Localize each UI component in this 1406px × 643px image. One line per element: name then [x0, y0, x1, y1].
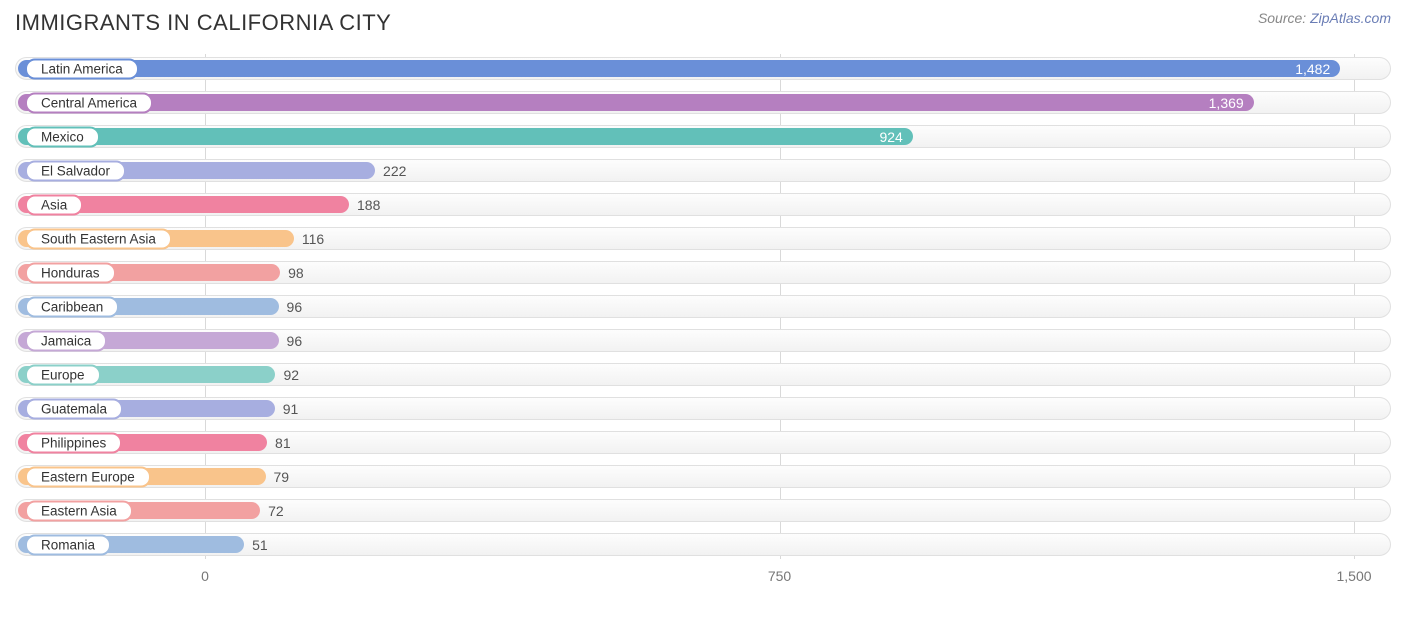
bar-row: South Eastern Asia 116 [15, 224, 1391, 253]
bar-category-label: Asia [25, 194, 83, 215]
bar-category-label: Philippines [25, 432, 122, 453]
bar-value-label: 116 [302, 231, 324, 247]
bar-category-label: Caribbean [25, 296, 119, 317]
bar-category-label: Latin America [25, 58, 139, 79]
x-axis-tick: 750 [768, 568, 791, 584]
bar-row: Romania 51 [15, 530, 1391, 559]
bar-category-label: Guatemala [25, 398, 123, 419]
bar-category-label: Central America [25, 92, 153, 113]
bar-row: Mexico 924 [15, 122, 1391, 151]
source-prefix: Source: [1258, 10, 1310, 26]
bar-fill [18, 128, 913, 145]
bar-value-label: 91 [283, 401, 299, 417]
chart-area: Latin America 1,482 Central America 1,369 Me… [15, 54, 1391, 588]
chart-header: IMMIGRANTS IN CALIFORNIA CITY Source: Zi… [15, 10, 1391, 36]
bar-value-label: 96 [287, 299, 303, 315]
bar-row: Jamaica 96 [15, 326, 1391, 355]
bar-value-label: 222 [383, 163, 406, 179]
x-axis-tick: 1,500 [1337, 568, 1372, 584]
bar-category-label: Eastern Europe [25, 466, 151, 487]
bar-category-label: Mexico [25, 126, 100, 147]
bar-row: Latin America 1,482 [15, 54, 1391, 83]
bar-value-label: 924 [879, 129, 902, 145]
bar-category-label: Honduras [25, 262, 116, 283]
bar-category-label: South Eastern Asia [25, 228, 172, 249]
bar-row: Eastern Europe 79 [15, 462, 1391, 491]
bar-row: El Salvador 222 [15, 156, 1391, 185]
bar-value-label: 92 [283, 367, 299, 383]
bar-value-label: 1,369 [1209, 95, 1244, 111]
bar-row: Philippines 81 [15, 428, 1391, 457]
bar-row: Eastern Asia 72 [15, 496, 1391, 525]
bar-category-label: Jamaica [25, 330, 107, 351]
bar-value-label: 79 [274, 469, 290, 485]
bar-row: Europe 92 [15, 360, 1391, 389]
chart-source: Source: ZipAtlas.com [1258, 10, 1391, 26]
x-axis: 0 750 1,500 [15, 564, 1391, 588]
chart-title: IMMIGRANTS IN CALIFORNIA CITY [15, 10, 391, 36]
bar-row: Honduras 98 [15, 258, 1391, 287]
bar-row: Guatemala 91 [15, 394, 1391, 423]
bar-row: Central America 1,369 [15, 88, 1391, 117]
bar-row: Caribbean 96 [15, 292, 1391, 321]
bar-value-label: 188 [357, 197, 380, 213]
bar-value-label: 81 [275, 435, 291, 451]
bar-value-label: 51 [252, 537, 268, 553]
bar-value-label: 1,482 [1295, 61, 1330, 77]
bar-category-label: Eastern Asia [25, 500, 133, 521]
bar-value-label: 72 [268, 503, 284, 519]
bar-value-label: 96 [287, 333, 303, 349]
bar-fill [18, 94, 1254, 111]
x-axis-tick: 0 [201, 568, 209, 584]
bar-fill [18, 60, 1340, 77]
bar-category-label: El Salvador [25, 160, 126, 181]
chart-plot: Latin America 1,482 Central America 1,369 Me… [15, 54, 1391, 559]
bar-value-label: 98 [288, 265, 304, 281]
bar-category-label: Europe [25, 364, 101, 385]
bar-category-label: Romania [25, 534, 111, 555]
source-link[interactable]: ZipAtlas.com [1310, 10, 1391, 26]
bar-row: Asia 188 [15, 190, 1391, 219]
